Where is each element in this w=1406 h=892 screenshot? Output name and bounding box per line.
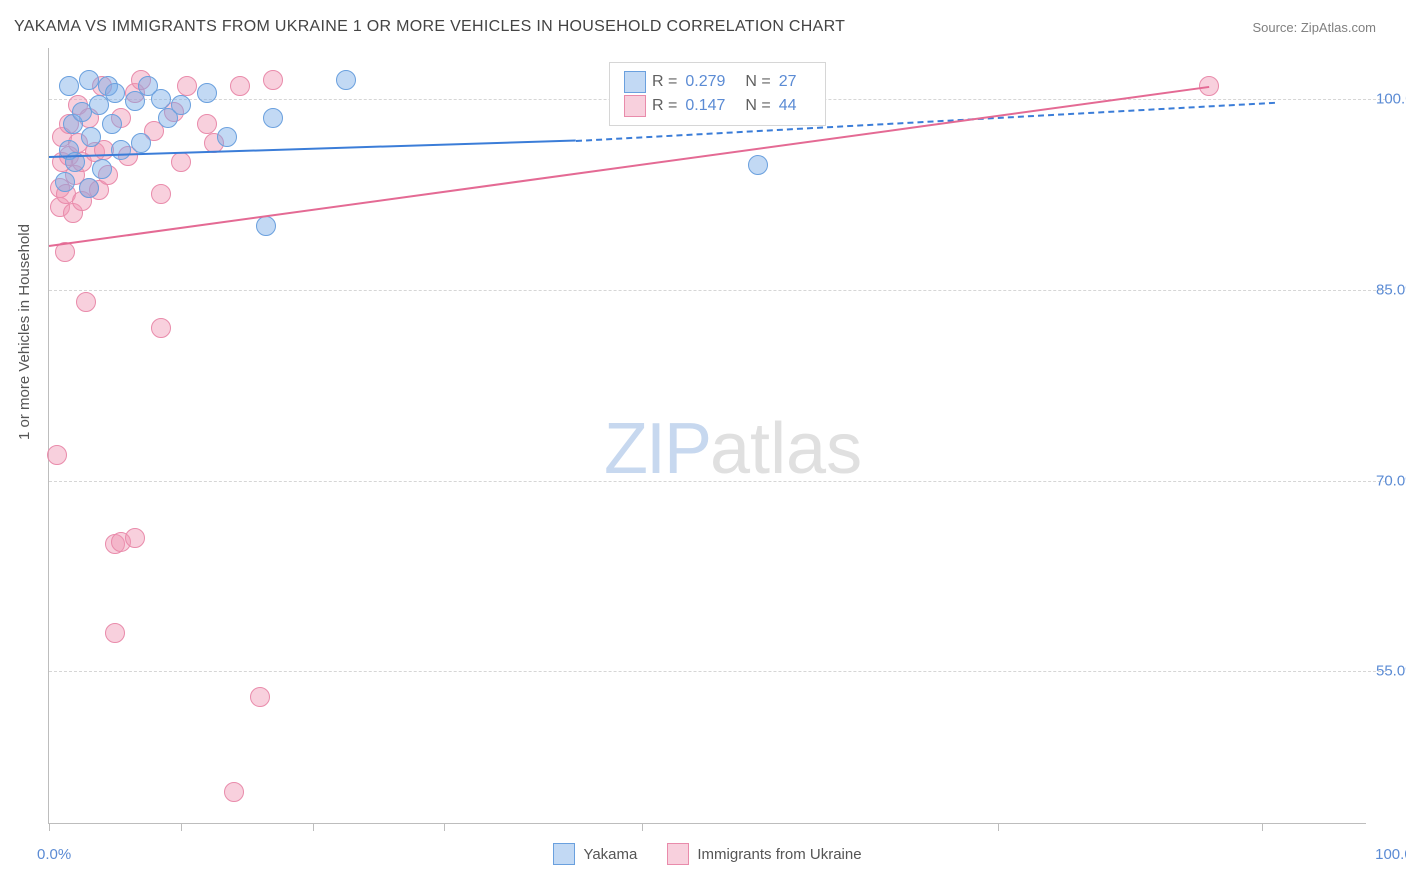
data-point bbox=[151, 184, 171, 204]
data-point bbox=[47, 445, 67, 465]
scatter-chart: ZIPatlas Yakama Immigrants from Ukraine … bbox=[48, 48, 1366, 824]
legend-label: Immigrants from Ukraine bbox=[697, 846, 861, 863]
y-tick-label: 100.0% bbox=[1376, 90, 1406, 107]
data-point bbox=[79, 178, 99, 198]
data-point bbox=[197, 114, 217, 134]
x-tick-label: 0.0% bbox=[37, 846, 71, 863]
y-axis-title: 1 or more Vehicles in Household bbox=[16, 224, 33, 440]
gridline bbox=[49, 290, 1386, 291]
bottom-legend: Yakama Immigrants from Ukraine bbox=[49, 843, 1366, 865]
x-tick bbox=[998, 823, 999, 831]
data-point bbox=[59, 76, 79, 96]
chart-title: YAKAMA VS IMMIGRANTS FROM UKRAINE 1 OR M… bbox=[14, 18, 845, 36]
data-point bbox=[224, 782, 244, 802]
swatch-icon bbox=[667, 843, 689, 865]
swatch-icon bbox=[624, 95, 646, 117]
watermark: ZIPatlas bbox=[604, 408, 862, 490]
swatch-icon bbox=[553, 843, 575, 865]
x-tick bbox=[444, 823, 445, 831]
data-point bbox=[151, 89, 171, 109]
data-point bbox=[230, 76, 250, 96]
x-tick bbox=[313, 823, 314, 831]
data-point bbox=[336, 70, 356, 90]
data-point bbox=[250, 687, 270, 707]
r-value: 0.147 bbox=[685, 97, 725, 115]
data-point bbox=[197, 83, 217, 103]
x-tick bbox=[49, 823, 50, 831]
x-tick-label: 100.0% bbox=[1375, 846, 1406, 863]
data-point bbox=[263, 108, 283, 128]
data-point bbox=[76, 292, 96, 312]
data-point bbox=[217, 127, 237, 147]
stat-label: N = bbox=[745, 97, 770, 115]
data-point bbox=[256, 216, 276, 236]
y-tick-label: 70.0% bbox=[1376, 472, 1406, 489]
swatch-icon bbox=[624, 71, 646, 93]
data-point bbox=[171, 152, 191, 172]
data-point bbox=[748, 155, 768, 175]
legend-item-yakama: Yakama bbox=[553, 843, 637, 865]
data-point bbox=[105, 623, 125, 643]
data-point bbox=[55, 172, 75, 192]
legend-row: R = 0.279 N = 27 bbox=[624, 71, 811, 93]
source-label: Source: ZipAtlas.com bbox=[1252, 20, 1376, 35]
gridline bbox=[49, 671, 1386, 672]
stat-label: N = bbox=[745, 73, 770, 91]
gridline bbox=[49, 481, 1386, 482]
stat-label: R = bbox=[652, 73, 677, 91]
data-point bbox=[105, 83, 125, 103]
watermark-zip: ZIP bbox=[604, 409, 710, 489]
data-point bbox=[81, 127, 101, 147]
data-point bbox=[131, 133, 151, 153]
y-tick-label: 85.0% bbox=[1376, 281, 1406, 298]
data-point bbox=[171, 95, 191, 115]
data-point bbox=[92, 159, 112, 179]
x-tick bbox=[181, 823, 182, 831]
data-point bbox=[79, 70, 99, 90]
n-value: 27 bbox=[779, 73, 797, 91]
legend-label: Yakama bbox=[583, 846, 637, 863]
y-tick-label: 55.0% bbox=[1376, 663, 1406, 680]
r-value: 0.279 bbox=[685, 73, 725, 91]
data-point bbox=[263, 70, 283, 90]
legend-row: R = 0.147 N = 44 bbox=[624, 95, 811, 117]
data-point bbox=[151, 318, 171, 338]
data-point bbox=[177, 76, 197, 96]
legend-item-ukraine: Immigrants from Ukraine bbox=[667, 843, 861, 865]
data-point bbox=[102, 114, 122, 134]
stat-label: R = bbox=[652, 97, 677, 115]
x-tick bbox=[1262, 823, 1263, 831]
data-point bbox=[111, 140, 131, 160]
x-tick bbox=[642, 823, 643, 831]
n-value: 44 bbox=[779, 97, 797, 115]
data-point bbox=[125, 528, 145, 548]
correlation-legend: R = 0.279 N = 27 R = 0.147 N = 44 bbox=[609, 62, 826, 126]
watermark-atlas: atlas bbox=[710, 409, 862, 489]
